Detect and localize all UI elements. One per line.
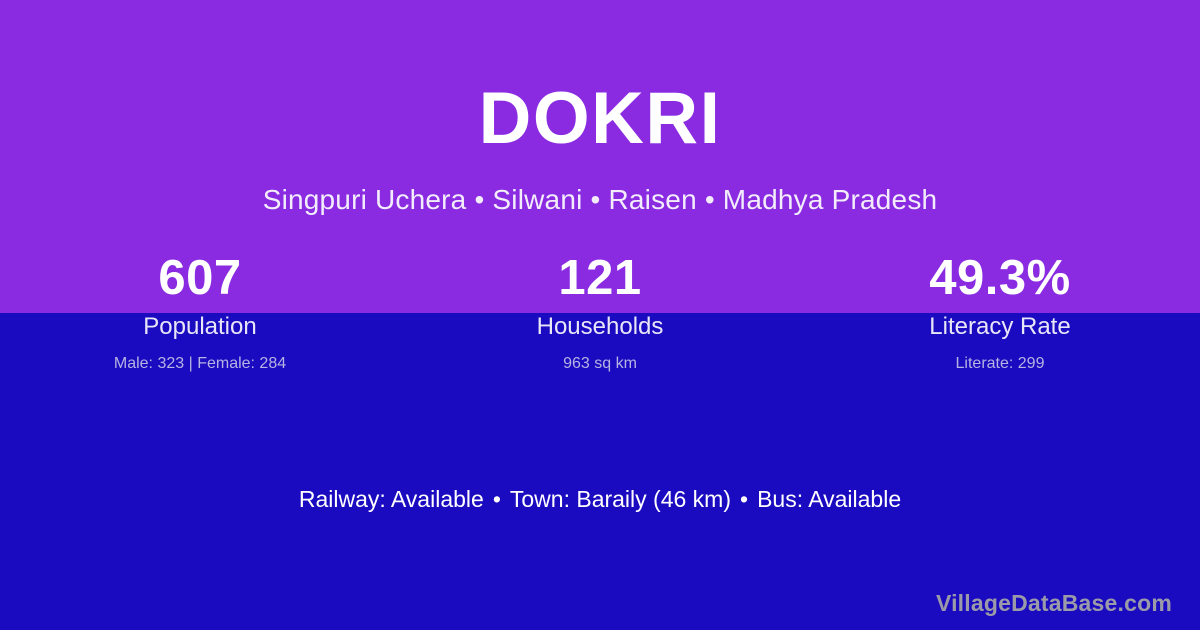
stats-row: 607 Population Male: 323 | Female: 284 1… bbox=[0, 248, 1200, 375]
amenity-separator: • bbox=[492, 486, 501, 512]
amenity-separator: • bbox=[740, 486, 749, 512]
amenities-row: Railway: Available • Town: Baraily (46 km)… bbox=[0, 485, 1200, 515]
stat-sublabel: Literate: 299 bbox=[955, 354, 1045, 372]
amenity-bus: Bus: Available bbox=[757, 486, 902, 512]
body-band bbox=[0, 313, 1200, 630]
stat-label: Population bbox=[143, 313, 257, 341]
stat-label: Literacy Rate bbox=[929, 313, 1071, 341]
stat-sublabel: 963 sq km bbox=[563, 354, 637, 372]
page-title: DOKRI bbox=[478, 78, 722, 159]
stat-value: 49.3% bbox=[929, 251, 1071, 305]
stat-literacy-rate: 49.3% Literacy Rate Literate: 299 bbox=[800, 248, 1200, 375]
amenity-railway: Railway: Available bbox=[298, 486, 484, 512]
stat-population: 607 Population Male: 323 | Female: 284 bbox=[0, 248, 400, 375]
header-band bbox=[0, 0, 1200, 313]
stat-sublabel: Male: 323 | Female: 284 bbox=[113, 354, 287, 372]
site-watermark: VillageDataBase.com bbox=[935, 590, 1172, 616]
stat-households: 121 Households 963 sq km bbox=[400, 248, 800, 375]
breadcrumb: Singpuri Uchera • Silwani • Raisen • Mad… bbox=[262, 184, 938, 215]
stat-value: 121 bbox=[558, 251, 642, 305]
stat-value: 607 bbox=[158, 251, 242, 305]
stat-label: Households bbox=[536, 313, 664, 341]
amenity-nearest-town: Town: Baraily (46 km) bbox=[509, 486, 731, 512]
